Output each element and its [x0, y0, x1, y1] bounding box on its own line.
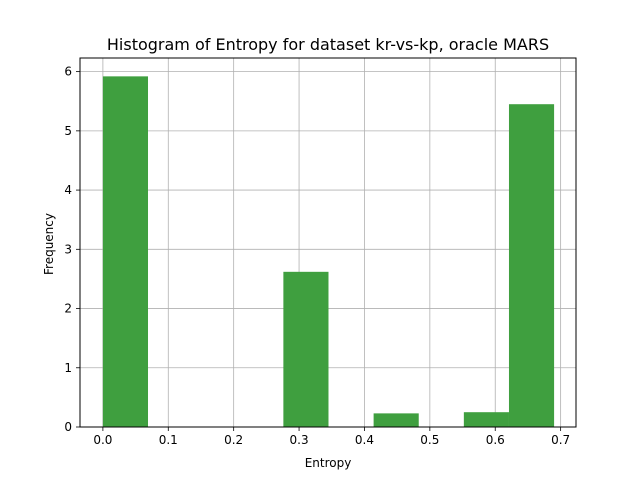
- histogram-bar-9: [508, 104, 555, 427]
- x-tick-label: 0.7: [551, 433, 570, 447]
- y-tick-label: 4: [64, 183, 72, 197]
- y-tick-label: 2: [64, 302, 72, 316]
- y-tick-label: 6: [64, 65, 72, 79]
- histogram-bar-8: [463, 412, 509, 427]
- histogram-bar-0: [102, 76, 149, 428]
- histogram-bar-4: [283, 271, 329, 427]
- x-axis-ticks: 0.0 0.1 0.2 0.3 0.4 0.5 0.6 0.7: [93, 427, 570, 447]
- x-tick-label: 0.1: [159, 433, 178, 447]
- x-axis-label: Entropy: [305, 456, 352, 470]
- y-tick-label: 1: [64, 361, 72, 375]
- plot-frame: [79, 57, 577, 428]
- x-tick-label: 0.3: [290, 433, 309, 447]
- x-tick-label: 0.0: [93, 433, 112, 447]
- y-tick-label: 3: [64, 242, 72, 256]
- x-tick-label: 0.4: [355, 433, 374, 447]
- x-tick-label: 0.2: [224, 433, 243, 447]
- x-tick-label: 0.5: [420, 433, 439, 447]
- chart-title: Histogram of Entropy for dataset kr-vs-k…: [107, 35, 549, 54]
- y-axis-label: Frequency: [42, 213, 56, 275]
- histogram-bar-6: [373, 413, 419, 427]
- x-tick-label: 0.6: [486, 433, 505, 447]
- y-tick-label: 0: [64, 420, 72, 434]
- y-tick-label: 5: [64, 124, 72, 138]
- histogram-bars: [102, 76, 555, 428]
- y-axis-ticks: 0 1 2 3 4 5 6: [64, 65, 80, 434]
